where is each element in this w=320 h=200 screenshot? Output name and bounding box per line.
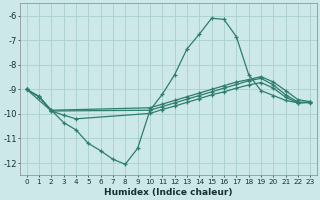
X-axis label: Humidex (Indice chaleur): Humidex (Indice chaleur)	[104, 188, 233, 197]
